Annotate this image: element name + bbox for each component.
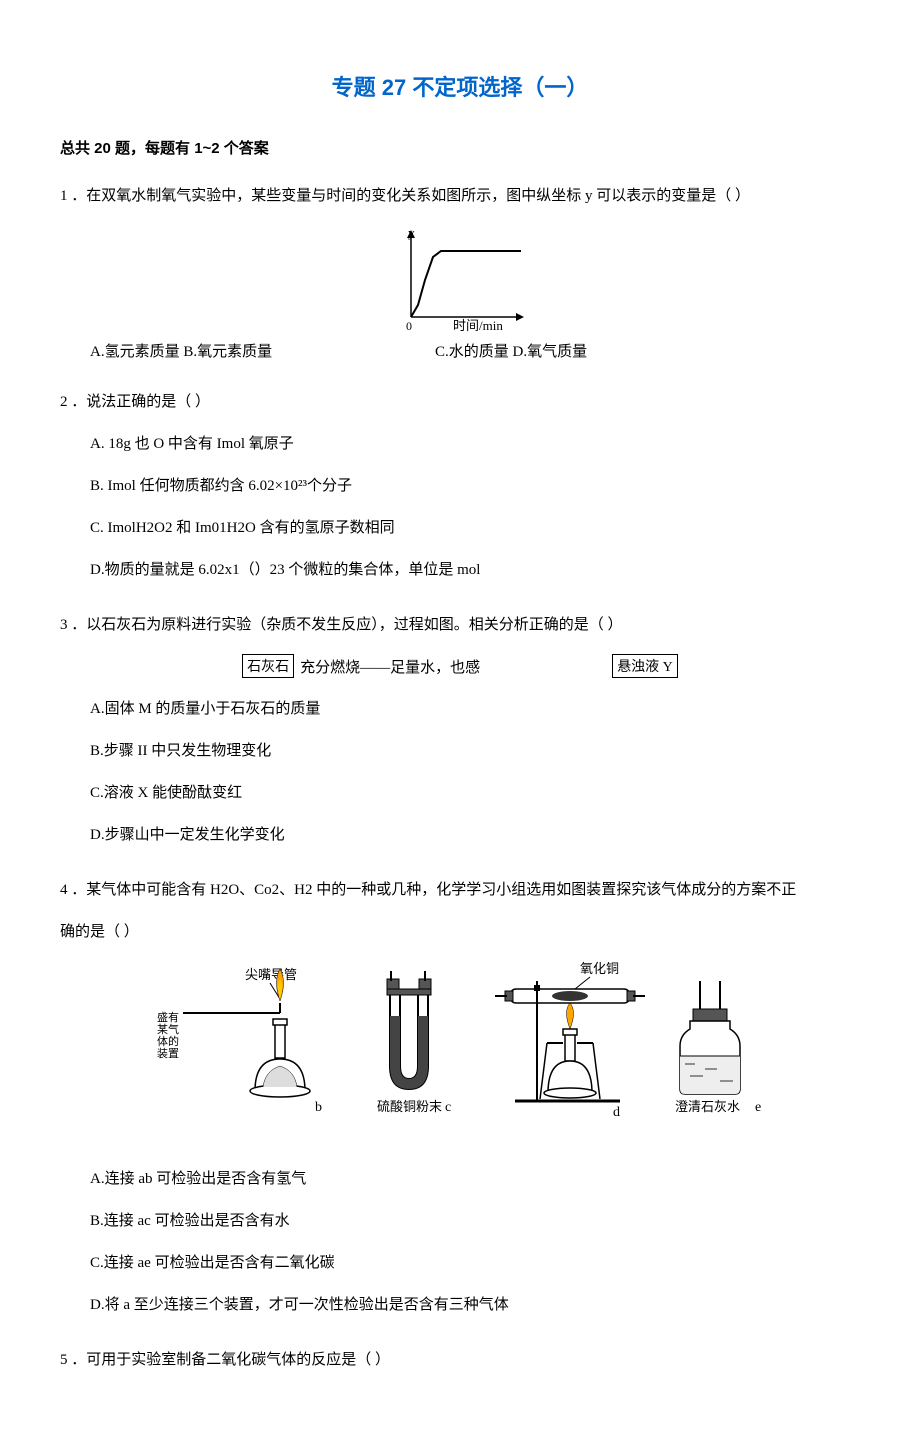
clamp — [534, 985, 540, 991]
q-body-line2: 确的是（ ） — [60, 919, 860, 946]
q-body: ．可用于实验室制备二氧化碳气体的反应是（ ） — [71, 1352, 390, 1368]
opt-c: C.连接 ae 可检验出是否含有二氧化碳 — [90, 1250, 860, 1277]
u-cap-left — [387, 979, 399, 989]
x-arrow — [516, 313, 524, 321]
flow-box-limestone: 石灰石 — [242, 654, 294, 678]
q-number: 5 — [60, 1352, 68, 1368]
q-number: 1 — [60, 188, 68, 204]
option-row-1: A.氢元素质量 B.氧元素质量 C.水的质量 D.氧气质量 — [90, 340, 860, 361]
gas-label-3: 体的 — [157, 1034, 179, 1048]
question-text: 5 ．可用于实验室制备二氧化碳气体的反应是（ ） — [60, 1347, 860, 1374]
cuo-label: 氧化铜 — [580, 961, 619, 976]
opt-c: C.溶液 X 能使酚酞变红 — [90, 780, 860, 807]
gas-label-1: 盛有 — [157, 1010, 179, 1024]
question-text: 2 ．说法正确的是（ ） — [60, 389, 860, 416]
opt-b: B.步骤 II 中只发生物理变化 — [90, 738, 860, 765]
limewater-label: 澄清石灰水 — [675, 1099, 740, 1114]
tube-label: 尖嘴导管 — [245, 967, 297, 982]
gas-source: 盛有 某气 体的 装置 — [157, 1010, 230, 1060]
burner-d-base — [544, 1088, 596, 1098]
apparatus-figure: 盛有 某气 体的 装置 尖嘴导管 b — [60, 961, 860, 1151]
opt-c-d: C.水的质量 D.氧气质量 — [435, 340, 860, 361]
opt-a: A. 18g 也 O 中含有 Imol 氧原子 — [90, 431, 860, 458]
opt-b: B.连接 ac 可检验出是否含有水 — [90, 1208, 860, 1235]
q-body: ．在双氧水制氧气实验中，某些变量与时间的变化关系如图所示，图中纵坐标 y 可以表… — [71, 188, 750, 204]
question-3: 3 ．以石灰石为原料进行实验（杂质不发生反应），过程如图。相关分析正确的是（ ）… — [60, 612, 860, 849]
cuo-powder — [552, 991, 588, 1001]
burner-d-neck — [565, 1033, 575, 1061]
flow-text: 充分燃烧——足量水，也感 — [300, 656, 480, 677]
chart-figure: y 0 时间/min — [60, 225, 860, 335]
flame-d — [567, 1003, 574, 1029]
label-c: c — [445, 1100, 451, 1115]
question-5: 5 ．可用于实验室制备二氧化碳气体的反应是（ ） — [60, 1347, 860, 1374]
gas-bottle-apparatus: 澄清石灰水 e — [675, 981, 761, 1115]
gas-label-4: 装置 — [157, 1047, 179, 1060]
x-origin: 0 — [406, 319, 412, 333]
opt-a-b: A.氢元素质量 B.氧元素质量 — [90, 340, 435, 361]
opt-d: D.物质的量就是 6.02x1（）23 个微粒的集合体，单位是 mol — [90, 557, 860, 584]
burner-neck — [275, 1023, 285, 1058]
gas-label-2: 某气 — [157, 1022, 179, 1036]
q-number: 2 — [60, 394, 68, 410]
q-body: ．以石灰石为原料进行实验（杂质不发生反应），过程如图。相关分析正确的是（ ） — [71, 617, 622, 633]
q-body-line1: ．某气体中可能含有 H2O、Co2、H2 中的一种或几种，化学学习小组选用如图装… — [71, 882, 796, 898]
burner-cap — [273, 1019, 287, 1025]
line-chart-svg: y 0 时间/min — [393, 225, 528, 335]
flow-diagram: 石灰石 充分燃烧——足量水，也感 悬浊液 Y — [60, 654, 860, 678]
question-4: 4 ．某气体中可能含有 H2O、Co2、H2 中的一种或几种，化学学习小组选用如… — [60, 877, 860, 1319]
flow-box-suspension: 悬浊液 Y — [612, 654, 678, 678]
opt-d: D.将 a 至少连接三个装置，才可一次性检验出是否含有三种气体 — [90, 1292, 860, 1319]
u-tube-apparatus: 硫酸铜粉末 c — [377, 971, 451, 1115]
curve-line — [411, 251, 521, 317]
opt-d: D.步骤山中一定发生化学变化 — [90, 822, 860, 849]
question-text: 3 ．以石灰石为原料进行实验（杂质不发生反应），过程如图。相关分析正确的是（ ） — [60, 612, 860, 639]
opt-b: B. Imol 任何物质都约含 6.02×10²³个分子 — [90, 473, 860, 500]
q-body: ．说法正确的是（ ） — [71, 394, 210, 410]
q-number: 3 — [60, 617, 68, 633]
question-2: 2 ．说法正确的是（ ） A. 18g 也 O 中含有 Imol 氧原子 B. … — [60, 389, 860, 584]
cuo-pointer — [575, 977, 590, 989]
q-number: 4 — [60, 882, 68, 898]
heating-tube-apparatus: 氧化铜 d — [495, 961, 645, 1120]
opt-c: C. ImolH2O2 和 Im01H2O 含有的氢原子数相同 — [90, 515, 860, 542]
label-e: e — [755, 1100, 761, 1115]
opt-a: A.固体 M 的质量小于石灰石的质量 — [90, 696, 860, 723]
question-text: 1 ．在双氧水制氧气实验中，某些变量与时间的变化关系如图所示，图中纵坐标 y 可… — [60, 183, 860, 210]
bottle-liquid — [680, 1056, 740, 1094]
burner-d-cap — [563, 1029, 577, 1035]
label-b: b — [315, 1100, 322, 1115]
question-text: 4 ．某气体中可能含有 H2O、Co2、H2 中的一种或几种，化学学习小组选用如… — [60, 877, 860, 904]
bottle-stopper — [693, 1009, 727, 1021]
u-tube-inner — [400, 995, 418, 1079]
burner-apparatus: 尖嘴导管 b — [230, 967, 322, 1115]
x-axis-label: 时间/min — [453, 318, 503, 333]
page-title: 专题 27 不定项选择（一） — [60, 70, 860, 102]
cuso4-label: 硫酸铜粉末 — [377, 1099, 442, 1114]
instruction-text: 总共 20 题，每题有 1~2 个答案 — [60, 137, 860, 158]
opt-a: A.连接 ab 可检验出是否含有氢气 — [90, 1166, 860, 1193]
apparatus-svg: 盛有 某气 体的 装置 尖嘴导管 b — [135, 961, 785, 1151]
question-1: 1 ．在双氧水制氧气实验中，某些变量与时间的变化关系如图所示，图中纵坐标 y 可… — [60, 183, 860, 361]
label-d: d — [613, 1105, 620, 1120]
u-stopper-left — [387, 989, 431, 995]
